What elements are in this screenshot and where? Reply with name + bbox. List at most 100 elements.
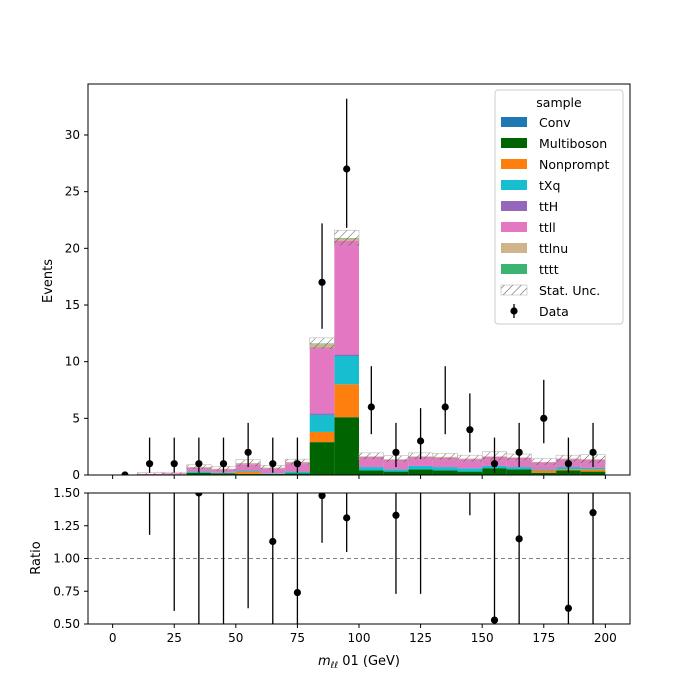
legend-label-txq: tXq	[539, 178, 560, 193]
y-tick-label: 15	[65, 298, 80, 312]
x-tick-label: 100	[348, 631, 371, 645]
data-point	[269, 460, 277, 468]
bar-txq	[211, 472, 236, 474]
data-point	[170, 460, 178, 468]
stat-unc-band	[309, 337, 335, 350]
legend-label-ttlnu: ttlnu	[539, 241, 568, 256]
y-tick-label: 0	[72, 468, 80, 482]
legend-swatch-tth	[501, 201, 527, 211]
stat-unc-band	[432, 453, 458, 461]
bar-multiboson	[506, 469, 532, 475]
x-tick-label: 125	[409, 631, 432, 645]
y-tick-label: 25	[65, 185, 80, 199]
data-point	[392, 448, 400, 456]
ratio-y-axis-label: Ratio	[29, 541, 44, 574]
ratio-point	[343, 514, 351, 522]
bar-ttll	[359, 456, 384, 468]
bar-multiboson	[432, 470, 458, 475]
y-tick-label: 30	[65, 128, 80, 142]
ratio-y-tick-label: 0.75	[53, 584, 80, 598]
bar-tth	[334, 354, 359, 356]
legend-swatch-txq	[501, 180, 527, 190]
bar-txq	[359, 467, 384, 471]
stat-unc-band	[334, 229, 360, 247]
bar-txq	[383, 469, 409, 472]
bar-multiboson	[457, 471, 483, 475]
x-tick-label: 75	[290, 631, 305, 645]
data-point	[219, 460, 228, 468]
data-point	[490, 460, 499, 468]
bar-ttll	[457, 459, 483, 469]
stat-unc-band	[531, 458, 557, 466]
ratio-point	[392, 511, 400, 519]
bar-txq	[408, 465, 433, 470]
bar-txq	[309, 414, 335, 432]
legend: sample Conv Multiboson Nonprompt tXq ttH ttll t…	[494, 89, 624, 325]
bar-tth	[309, 413, 335, 415]
data-point	[145, 460, 154, 468]
data-point	[515, 448, 523, 456]
ratio-point	[417, 483, 424, 490]
legend-data-marker	[510, 307, 518, 315]
legend-label-conv: Conv	[539, 115, 571, 130]
ratio-panel: 0.500.751.001.251.500 25 50 75 100 125 150 175 2…	[53, 96, 631, 645]
x-tick-label: 0	[109, 631, 117, 645]
legend-label-tttt: tttt	[539, 262, 559, 277]
bar-ttll	[531, 462, 557, 470]
bar-multiboson	[408, 469, 433, 475]
x-tick-label: 25	[167, 631, 182, 645]
legend-label-nonprompt: Nonprompt	[539, 157, 609, 172]
ratio-points	[88, 96, 630, 624]
x-tick-label: 175	[532, 631, 555, 645]
bar-multiboson	[186, 472, 212, 475]
bar-txq	[580, 467, 606, 470]
ratio-point	[171, 96, 178, 103]
legend-swatch-conv	[501, 117, 527, 127]
bar-multiboson	[285, 473, 310, 475]
bar-txq	[506, 467, 532, 470]
data-point	[466, 426, 474, 434]
ratio-point	[442, 241, 449, 248]
ratio-point	[195, 493, 203, 497]
bar-txq	[235, 470, 261, 472]
bar-multiboson	[309, 442, 335, 475]
y-axis-label: Events	[41, 259, 56, 303]
data-points	[121, 98, 597, 475]
bar-txq	[531, 469, 557, 471]
data-point	[540, 414, 548, 422]
legend-title: sample	[536, 95, 582, 110]
ratio-point	[564, 604, 573, 612]
ratio-point	[368, 254, 375, 261]
ratio-point	[515, 535, 523, 543]
x-axis-label-prefix: m	[318, 654, 331, 669]
ratio-point	[293, 588, 302, 597]
ratio-y-tick-label: 1.50	[53, 486, 80, 500]
x-axis-label: mℓℓ 01 (GeV)	[318, 654, 400, 671]
bar-nonprompt	[531, 470, 557, 473]
x-tick-label: 150	[471, 631, 494, 645]
ratio-point	[318, 493, 326, 500]
bar-txq	[260, 473, 286, 474]
bar-nonprompt	[580, 469, 606, 472]
bar-txq	[457, 468, 483, 472]
bar-nonprompt	[334, 384, 359, 418]
legend-swatch-stat-unc	[500, 284, 528, 296]
legend-swatch-nonprompt	[501, 159, 527, 169]
bar-multiboson	[211, 473, 236, 475]
data-point	[244, 448, 252, 456]
bar-ttll	[408, 456, 433, 466]
ratio-point	[269, 537, 277, 546]
ratio-point	[490, 616, 499, 624]
x-axis-label-subscript: ℓℓ	[330, 661, 338, 671]
legend-label-data: Data	[539, 304, 569, 319]
bar-nonprompt	[309, 431, 335, 443]
data-point	[293, 460, 302, 468]
stat-unc-band	[358, 452, 384, 460]
bar-ttll	[432, 458, 458, 468]
data-point	[367, 403, 375, 411]
data-point	[318, 278, 326, 286]
bar-multiboson	[260, 473, 286, 475]
legend-swatch-ttlnu	[501, 243, 527, 253]
data-point	[121, 471, 129, 475]
